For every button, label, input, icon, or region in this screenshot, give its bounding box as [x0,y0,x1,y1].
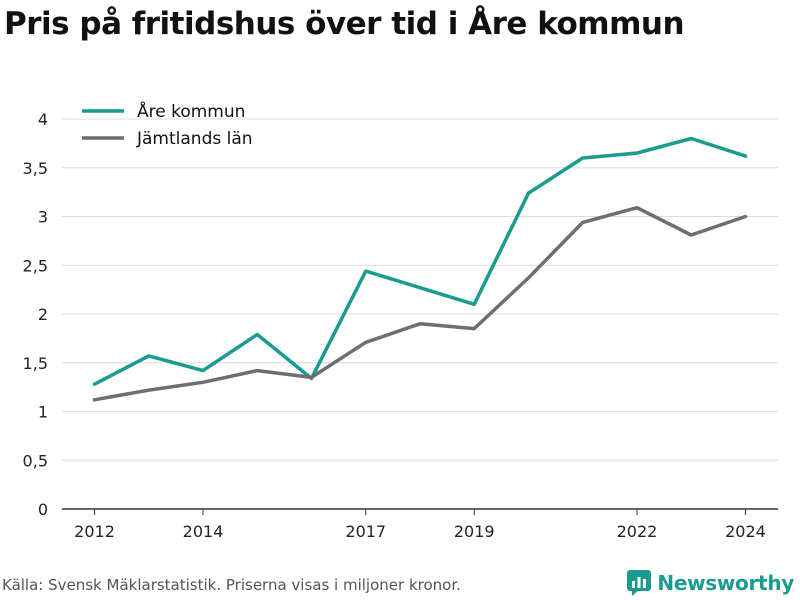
x-axis-ticks: 2012 2014 2017 2019 2022 2024 [74,509,766,541]
x-tick-label: 2017 [345,522,386,541]
y-tick-label: 0 [38,500,48,519]
y-tick-label: 0,5 [23,451,48,470]
y-tick-label: 1 [38,403,48,422]
x-tick-label: 2014 [183,522,224,541]
x-tick-label: 2022 [617,522,658,541]
series-line-1 [92,205,748,402]
y-axis-ticks: 0 0,5 1 1,5 2 2,5 3 3,5 4 [23,110,48,519]
x-tick-label: 2012 [74,522,115,541]
series-line-0 [92,136,748,386]
x-tick-label: 2019 [454,522,495,541]
newsworthy-logo-icon [627,570,652,596]
legend-label: Jämtlands län [136,129,253,149]
grid-lines [62,118,778,510]
source-note: Källa: Svensk Mäklarstatistik. Priserna … [2,576,461,594]
y-tick-label: 3 [38,208,48,227]
x-tick-label: 2024 [725,522,766,541]
page-title: Pris på fritidshus över tid i Åre kommun [4,6,685,42]
y-tick-label: 2 [38,305,48,324]
legend: Åre kommun Jämtlands län [82,100,253,149]
brand-logo[interactable]: Newsworthy [627,570,794,596]
y-tick-label: 1,5 [23,354,48,373]
y-tick-label: 3,5 [23,159,48,178]
brand-name: Newsworthy [657,571,794,595]
series-lines [92,136,748,402]
legend-label: Åre kommun [137,100,245,122]
y-tick-label: 4 [38,110,48,129]
y-tick-label: 2,5 [23,256,48,275]
